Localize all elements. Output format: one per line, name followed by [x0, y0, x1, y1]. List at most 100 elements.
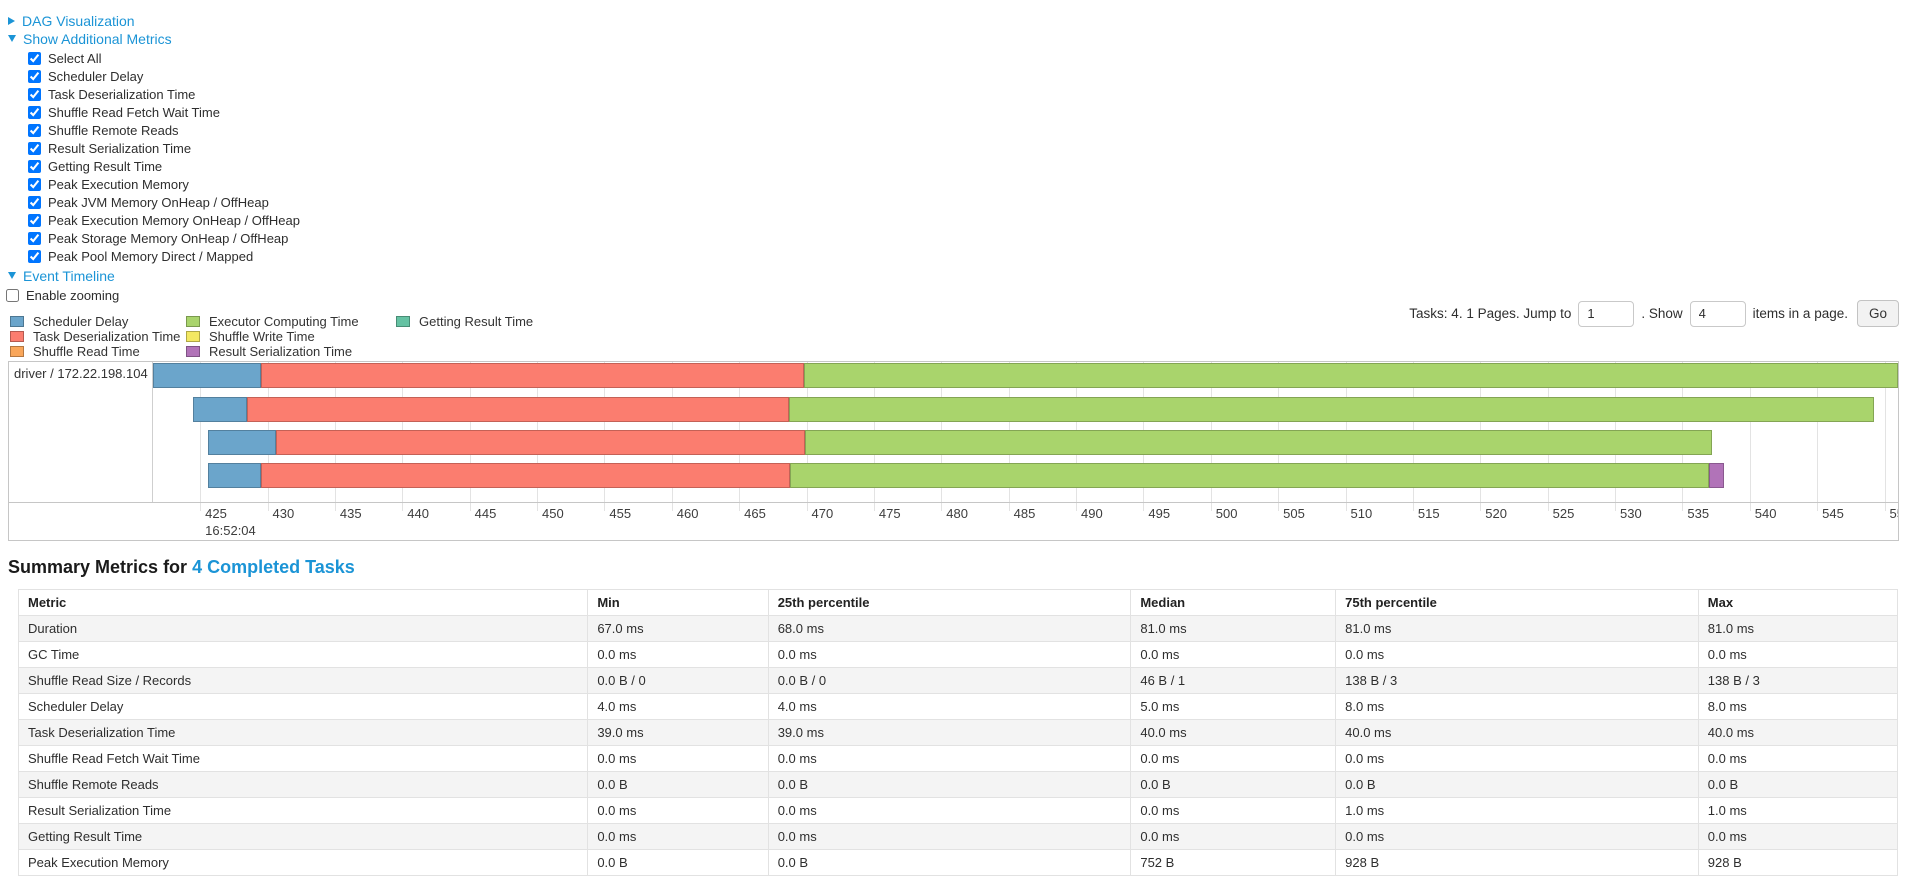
axis-tick: [604, 503, 606, 511]
axis-tick: [671, 503, 673, 511]
items-in-page-label: items in a page.: [1752, 306, 1848, 321]
shuffle-read-swatch-icon: [10, 346, 24, 357]
metric-checkbox[interactable]: [28, 105, 41, 119]
shuffle-write-swatch-icon: [186, 331, 200, 342]
additional-metrics-checkbox-list: Select All Scheduler Delay Task Deserializ…: [28, 49, 1907, 265]
metric-checkbox[interactable]: [28, 159, 41, 173]
task-segment-executor-computing[interactable]: [805, 430, 1713, 455]
axis-tick: [1076, 503, 1078, 511]
axis-tick: [267, 503, 269, 511]
metric-name-cell: Task Deserialization Time: [17, 719, 589, 746]
metric-checkbox-label: Select All: [48, 50, 102, 66]
task-segment-task-deserialization[interactable]: [260, 363, 804, 388]
summary-metrics-table: Metric Min 25th percentile Median 75th perce…: [17, 589, 1899, 876]
metric-value-cell: 0.0 ms: [767, 745, 1132, 772]
metric-list-item: Result Serialization Time: [28, 139, 1907, 157]
metric-list-item: Peak Pool Memory Direct / Mapped: [28, 247, 1907, 265]
metric-list-item: Peak JVM Memory OnHeap / OffHeap: [28, 193, 1907, 211]
metric-value-cell: 0.0 ms: [1335, 641, 1699, 668]
metric-value-cell: 752 B: [1130, 849, 1337, 876]
completed-tasks-link[interactable]: 4 Completed Tasks: [192, 557, 355, 577]
task-segment-task-deserialization[interactable]: [247, 397, 789, 422]
axis-tick: [537, 503, 539, 511]
summary-table-row: Shuffle Remote Reads 0.0 B 0.0 B 0.0 B 0.0 B…: [17, 771, 1899, 798]
summary-table-row: Task Deserialization Time 39.0 ms 39.0 ms 4…: [17, 719, 1899, 746]
go-button[interactable]: Go: [1856, 300, 1899, 327]
executor-computing-swatch-icon: [186, 316, 200, 327]
metric-checkbox[interactable]: [28, 213, 41, 227]
metric-value-cell: 0.0 ms: [587, 641, 769, 668]
metric-name-cell: Scheduler Delay: [17, 693, 589, 720]
jump-to-page-input[interactable]: [1578, 300, 1635, 327]
task-segment-scheduler-delay[interactable]: [208, 430, 276, 455]
dag-visualization-label: DAG Visualization: [22, 12, 135, 29]
metric-checkbox-label: Shuffle Read Fetch Wait Time: [48, 104, 220, 120]
legend-item-label: Scheduler Delay: [33, 314, 129, 329]
metric-value-cell: 1.0 ms: [1697, 797, 1899, 824]
expanded-arrow-icon: [8, 272, 16, 279]
task-segment-task-deserialization[interactable]: [260, 463, 791, 488]
axis-tick-label: 425: [205, 506, 227, 521]
axis-tick-label: 515: [1417, 506, 1440, 521]
axis-tick: [200, 503, 202, 511]
axis-tick-label: 510: [1350, 506, 1373, 521]
summary-column-header: 25th percentile: [767, 589, 1132, 616]
metric-checkbox[interactable]: [28, 87, 41, 101]
metric-checkbox-label: Scheduler Delay: [48, 68, 144, 84]
timeline-axis: 425 430 435 440 445 450 455 460 465 470 475 480 485 4…: [9, 502, 1898, 540]
task-segment-task-deserialization[interactable]: [275, 430, 806, 455]
axis-tick-label: 435: [339, 506, 362, 521]
getting-result-swatch-icon: [396, 316, 410, 327]
task-segment-result-serialization[interactable]: [1709, 463, 1725, 488]
metric-list-item: Task Deserialization Time: [28, 85, 1907, 103]
metric-checkbox-label: Peak Execution Memory: [48, 176, 189, 192]
metric-value-cell: 4.0 ms: [587, 693, 769, 720]
axis-tick-label: 465: [744, 506, 766, 521]
dag-visualization-toggle[interactable]: DAG Visualization: [8, 12, 1907, 29]
task-segment-executor-computing[interactable]: [803, 363, 1898, 388]
axis-tick-label: 545: [1822, 506, 1844, 521]
axis-tick: [806, 503, 808, 511]
task-segment-scheduler-delay[interactable]: [153, 363, 261, 388]
show-additional-metrics-label: Show Additional Metrics: [23, 30, 172, 47]
metric-checkbox[interactable]: [28, 51, 41, 65]
metric-checkbox[interactable]: [28, 177, 41, 191]
task-segment-scheduler-delay[interactable]: [208, 463, 261, 488]
event-timeline-label: Event Timeline: [23, 267, 115, 284]
metric-value-cell: 1.0 ms: [1335, 797, 1699, 824]
metric-value-cell: 0.0 ms: [767, 641, 1132, 668]
axis-tick: [1749, 503, 1751, 511]
metric-value-cell: 0.0 B / 0: [587, 667, 769, 694]
show-additional-metrics-toggle[interactable]: Show Additional Metrics: [8, 30, 1907, 47]
summary-metrics-title: Summary Metrics for 4 Completed Tasks: [8, 557, 1907, 578]
items-per-page-input[interactable]: [1689, 300, 1746, 327]
metric-checkbox-label: Peak Execution Memory OnHeap / OffHeap: [48, 212, 300, 228]
metric-checkbox[interactable]: [28, 231, 41, 245]
metric-checkbox[interactable]: [28, 69, 41, 83]
metric-checkbox[interactable]: [28, 249, 41, 263]
axis-tick-label: 500: [1215, 506, 1238, 521]
axis-tick: [739, 503, 741, 511]
metric-list-item: Peak Storage Memory OnHeap / OffHeap: [28, 229, 1907, 247]
metric-name-cell: GC Time: [17, 641, 589, 668]
task-deserialization-swatch-icon: [10, 331, 24, 342]
metric-checkbox[interactable]: [28, 195, 41, 209]
metric-checkbox[interactable]: [28, 141, 41, 155]
gridline: [1884, 362, 1886, 502]
event-timeline-chart: driver / 172.22.198.104 425 430 435 440 445 4…: [8, 361, 1899, 541]
enable-zooming-checkbox[interactable]: [6, 289, 19, 302]
axis-tick-label: 430: [272, 506, 295, 521]
metric-value-cell: 0.0 ms: [1697, 745, 1899, 772]
timeline-legend: Scheduler Delay Task Deserialization Time…: [10, 314, 1899, 359]
task-segment-executor-computing[interactable]: [790, 463, 1710, 488]
metric-checkbox[interactable]: [28, 123, 41, 137]
event-timeline-toggle[interactable]: Event Timeline: [8, 267, 1907, 284]
metric-value-cell: 0.0 B: [767, 849, 1132, 876]
metric-value-cell: 0.0 ms: [1697, 641, 1899, 668]
task-segment-executor-computing[interactable]: [789, 397, 1874, 422]
summary-title-prefix: Summary Metrics for: [8, 557, 188, 577]
collapsed-arrow-icon: [8, 16, 15, 25]
timeline-plot-area: [153, 362, 1898, 502]
task-segment-scheduler-delay[interactable]: [193, 397, 248, 422]
axis-tick-label: 530: [1620, 506, 1642, 521]
